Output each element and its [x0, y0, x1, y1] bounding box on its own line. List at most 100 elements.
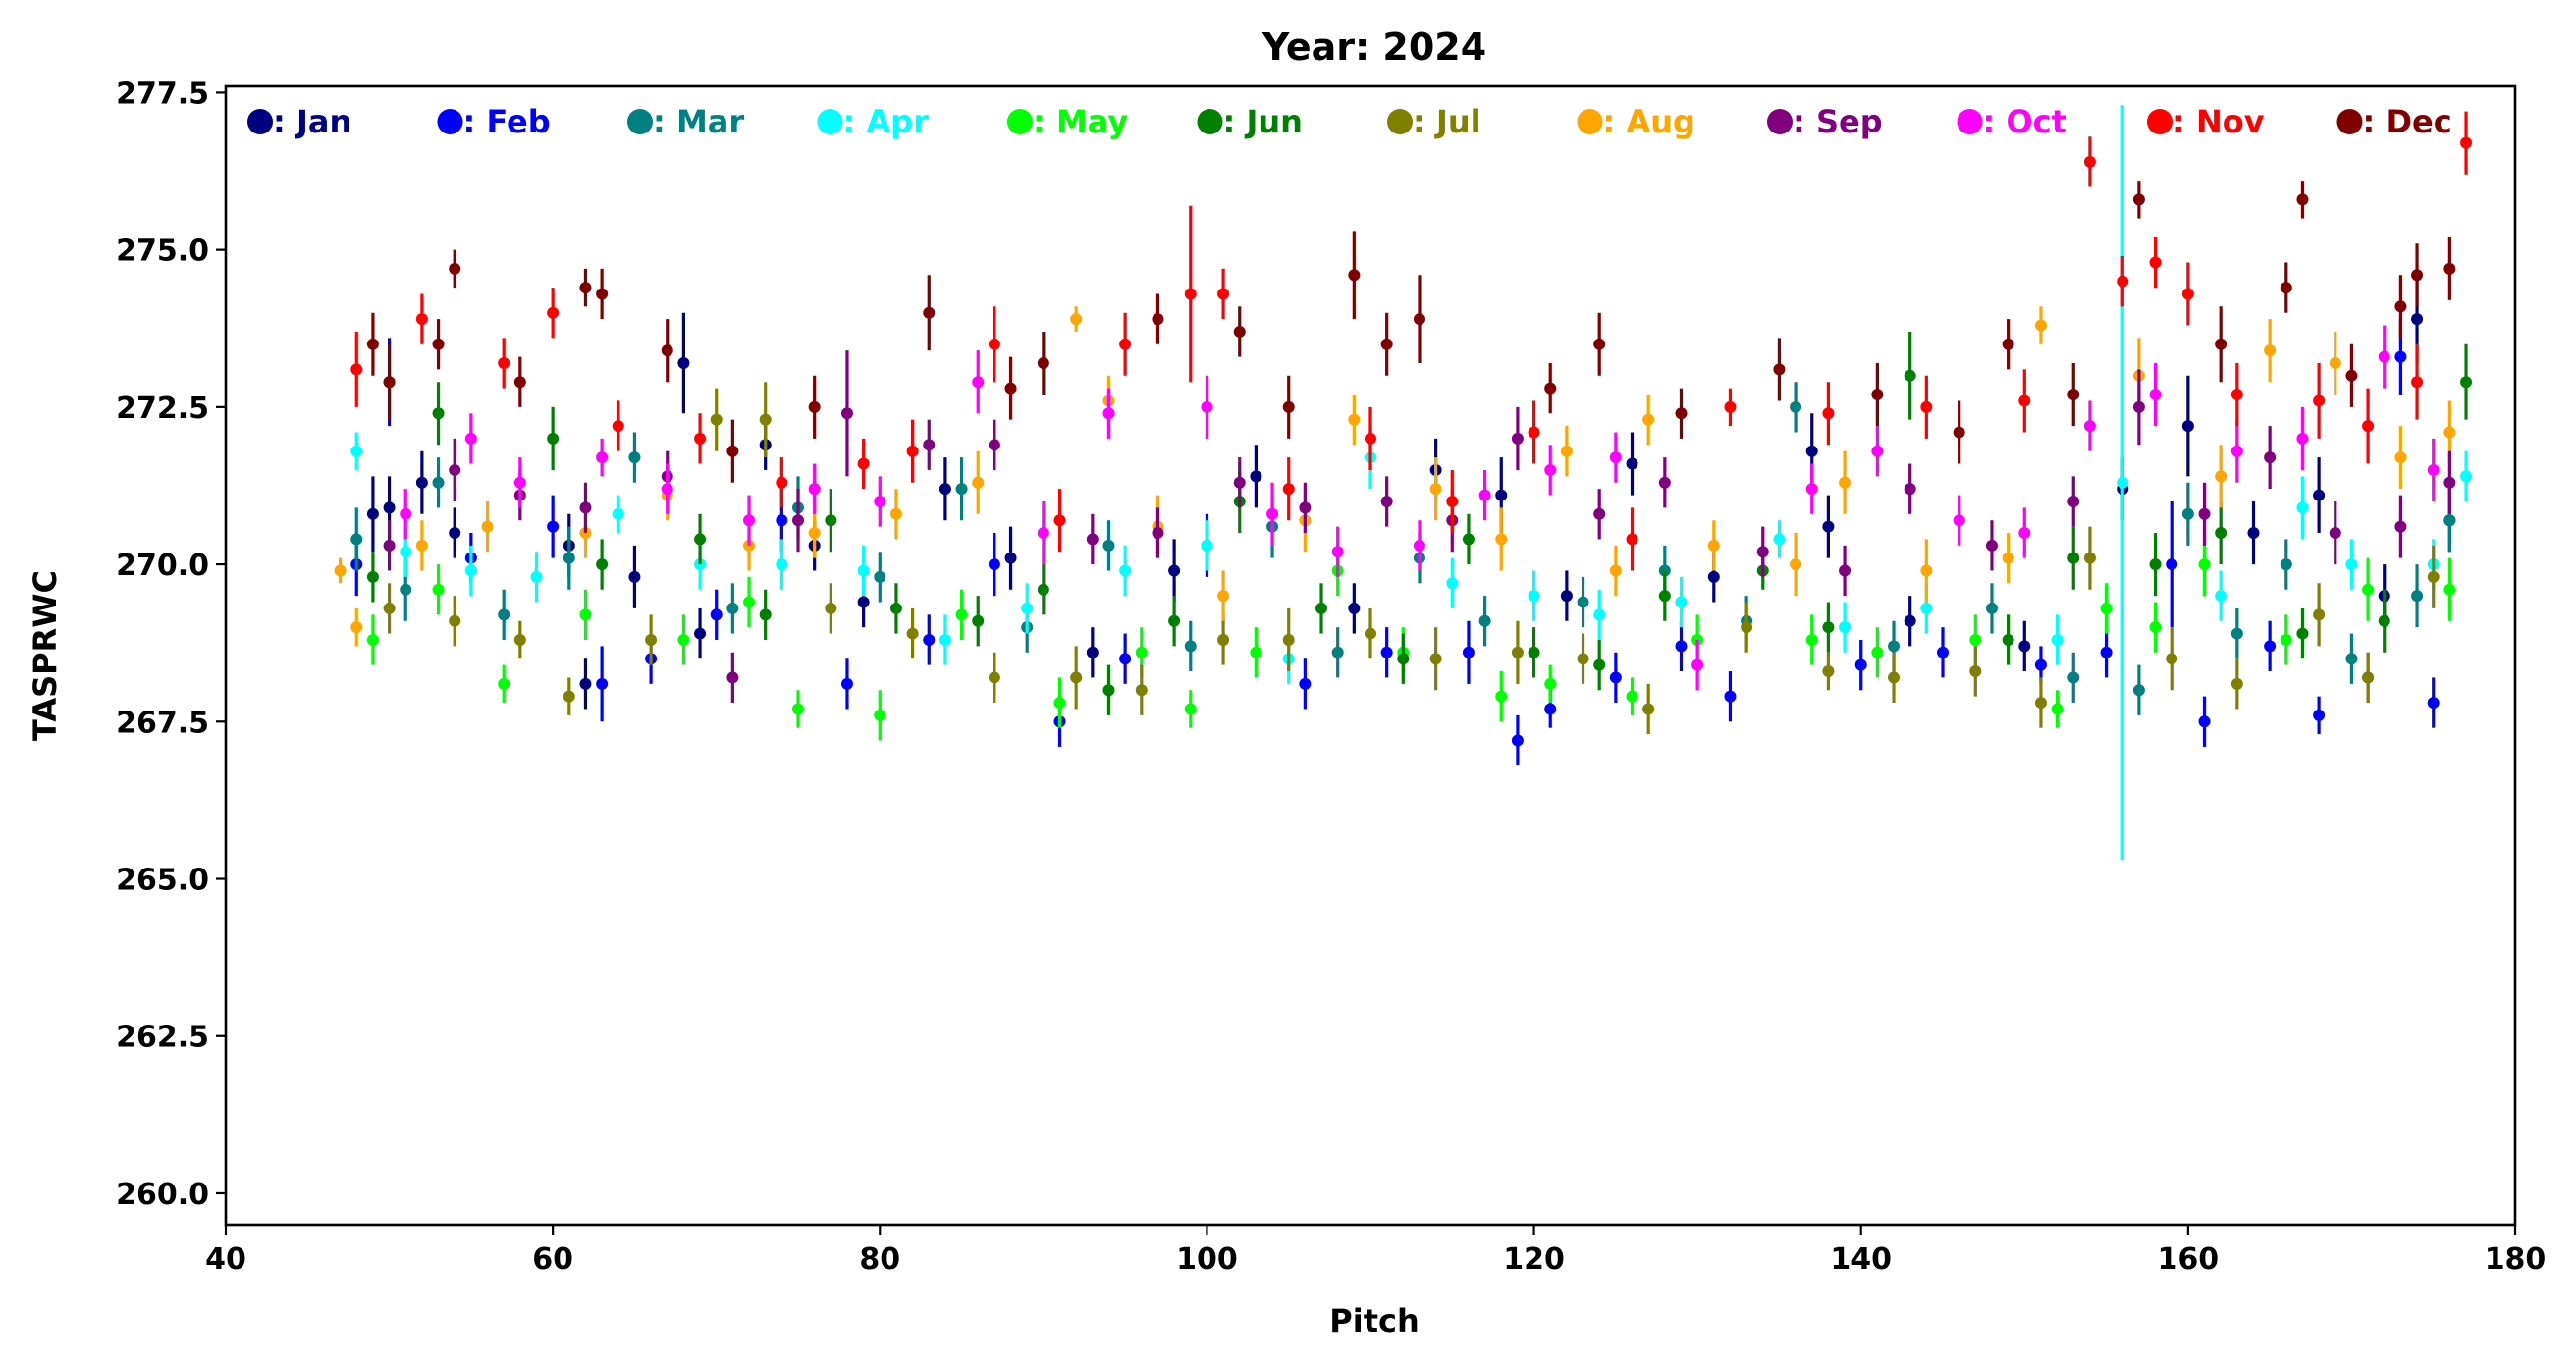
data-point: [2378, 614, 2390, 627]
data-point: [383, 602, 396, 614]
data-point: [776, 558, 788, 571]
legend-item-apr: : Apr: [817, 103, 929, 140]
data-point: [988, 439, 1000, 451]
data-point: [1675, 640, 1688, 653]
data-point: [1348, 413, 1361, 426]
data-point: [1937, 646, 1949, 658]
data-point: [1904, 483, 1916, 496]
data-point: [350, 445, 363, 457]
data-point: [383, 501, 396, 514]
data-point: [1756, 546, 1769, 558]
series-aug: [334, 306, 2456, 647]
data-point: [2313, 489, 2326, 501]
data-point: [1413, 539, 1425, 552]
data-point: [825, 514, 837, 527]
data-point: [2460, 136, 2473, 149]
data-point: [874, 495, 886, 507]
data-point: [1544, 463, 1557, 476]
data-point: [2166, 558, 2178, 571]
y-tick-label: 262.5: [116, 1021, 209, 1055]
data-point: [1920, 602, 1933, 614]
data-point: [1348, 602, 1361, 614]
data-point: [1217, 590, 1230, 603]
data-point: [563, 690, 575, 703]
data-point: [1609, 564, 1622, 577]
data-point: [1299, 677, 1312, 690]
data-point: [1805, 483, 1818, 496]
data-point: [1037, 356, 1049, 369]
data-point: [1511, 432, 1524, 445]
data-point: [1102, 407, 1115, 420]
data-point: [1871, 646, 1884, 658]
y-axis: 260.0 262.5 265.0 267.5 270.0 272.5 275.0 277.5: [116, 77, 226, 1212]
data-point: [2329, 527, 2341, 540]
data-point: [1004, 382, 1017, 395]
data-point: [366, 338, 379, 350]
data-point: [1904, 614, 1916, 627]
data-point: [498, 608, 510, 621]
data-point: [1511, 646, 1524, 658]
data-point: [1250, 470, 1262, 483]
data-point: [808, 527, 821, 540]
data-point: [939, 483, 951, 496]
data-point: [1822, 520, 1835, 533]
data-point: [1675, 407, 1688, 420]
data-point: [1593, 658, 1606, 671]
data-point: [726, 602, 739, 614]
x-tick-label: 180: [2485, 1242, 2547, 1277]
x-axis: 40 60 80 100 120 140 160 180: [205, 1225, 2546, 1277]
data-point: [1544, 703, 1557, 715]
data-point: [792, 514, 804, 527]
data-point: [1201, 400, 1213, 413]
data-point: [1429, 653, 1442, 665]
data-point: [1675, 596, 1688, 608]
data-point: [415, 476, 428, 489]
data-point: [2280, 558, 2292, 571]
data-point: [1642, 703, 1655, 715]
data-point: [726, 671, 739, 684]
data-point: [530, 570, 543, 583]
legend-label: : Dec: [2363, 103, 2452, 140]
data-point: [840, 407, 853, 420]
data-point: [1544, 677, 1557, 690]
data-point: [366, 507, 379, 520]
data-point: [2198, 558, 2211, 571]
legend-item-nov: : Nov: [2147, 103, 2265, 140]
data-point: [449, 262, 461, 275]
data-point: [1299, 501, 1312, 514]
data-point: [2083, 155, 2096, 168]
data-point: [2411, 313, 2424, 326]
data-point: [1495, 489, 1508, 501]
data-point: [2100, 602, 2113, 614]
data-point: [2313, 608, 2326, 621]
data-point: [825, 602, 837, 614]
data-point: [1626, 457, 1638, 470]
data-point: [792, 703, 804, 715]
data-point: [628, 451, 641, 464]
data-point: [1233, 476, 1246, 489]
data-point: [1380, 495, 1393, 507]
data-point: [2345, 558, 2358, 571]
data-point: [2394, 350, 2407, 363]
data-point: [743, 596, 756, 608]
y-tick-label: 267.5: [116, 706, 209, 740]
data-point: [1888, 640, 1901, 653]
data-point: [2460, 470, 2473, 483]
data-point: [955, 608, 968, 621]
data-point: [547, 432, 560, 445]
data-point: [2083, 420, 2096, 433]
data-point: [1822, 665, 1835, 678]
data-point: [449, 463, 461, 476]
data-point: [1478, 489, 1491, 501]
data-point: [1658, 476, 1671, 489]
data-point: [1446, 577, 1459, 590]
data-point: [1152, 527, 1164, 540]
data-point: [1250, 646, 1262, 658]
data-point: [1871, 389, 1884, 401]
data-point: [2394, 300, 2407, 313]
data-point: [350, 621, 363, 634]
data-point: [1495, 690, 1508, 703]
data-point: [759, 413, 772, 426]
plot-frame: [224, 84, 2517, 1227]
data-point: [1609, 451, 1622, 464]
